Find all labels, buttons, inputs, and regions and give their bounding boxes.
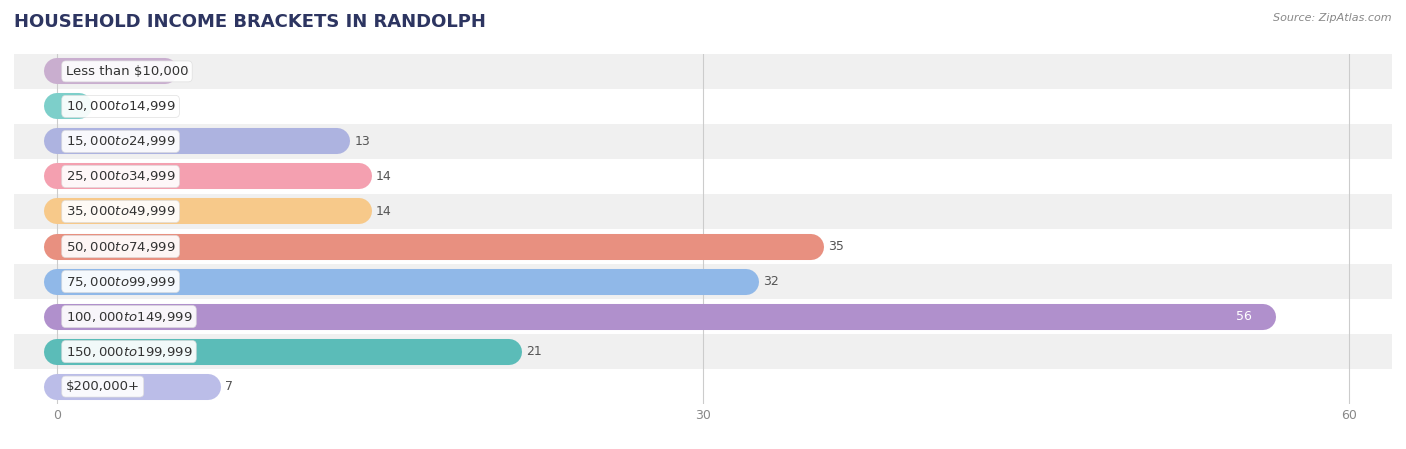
Text: $35,000 to $49,999: $35,000 to $49,999 bbox=[66, 204, 176, 219]
Text: Less than $10,000: Less than $10,000 bbox=[66, 65, 188, 78]
Bar bbox=[14, 229, 1392, 264]
Text: 35: 35 bbox=[828, 240, 844, 253]
Text: 1: 1 bbox=[96, 100, 104, 113]
Text: 5: 5 bbox=[181, 65, 190, 78]
Text: 13: 13 bbox=[354, 135, 370, 148]
Text: 7: 7 bbox=[225, 380, 233, 393]
Bar bbox=[58, 306, 1263, 327]
Bar bbox=[14, 89, 1392, 124]
Bar bbox=[58, 131, 337, 152]
Bar bbox=[14, 299, 1392, 334]
Bar bbox=[58, 341, 509, 362]
Text: $75,000 to $99,999: $75,000 to $99,999 bbox=[66, 274, 176, 289]
Bar bbox=[14, 369, 1392, 404]
Bar bbox=[14, 194, 1392, 229]
Bar bbox=[58, 271, 747, 292]
Bar bbox=[14, 124, 1392, 159]
Text: $10,000 to $14,999: $10,000 to $14,999 bbox=[66, 99, 176, 114]
Text: 14: 14 bbox=[375, 170, 391, 183]
Text: 32: 32 bbox=[763, 275, 779, 288]
Text: $200,000+: $200,000+ bbox=[66, 380, 139, 393]
Text: 14: 14 bbox=[375, 205, 391, 218]
Bar bbox=[14, 264, 1392, 299]
Bar bbox=[58, 96, 79, 117]
Bar bbox=[14, 334, 1392, 369]
Bar bbox=[14, 54, 1392, 89]
Text: $150,000 to $199,999: $150,000 to $199,999 bbox=[66, 344, 193, 359]
Text: 21: 21 bbox=[526, 345, 543, 358]
Bar bbox=[58, 201, 359, 222]
Text: $50,000 to $74,999: $50,000 to $74,999 bbox=[66, 239, 176, 254]
Text: 56: 56 bbox=[1236, 310, 1251, 323]
Bar bbox=[58, 61, 165, 82]
Text: Source: ZipAtlas.com: Source: ZipAtlas.com bbox=[1274, 13, 1392, 23]
Text: $100,000 to $149,999: $100,000 to $149,999 bbox=[66, 309, 193, 324]
Text: HOUSEHOLD INCOME BRACKETS IN RANDOLPH: HOUSEHOLD INCOME BRACKETS IN RANDOLPH bbox=[14, 13, 486, 31]
Bar bbox=[58, 376, 208, 397]
Text: $15,000 to $24,999: $15,000 to $24,999 bbox=[66, 134, 176, 149]
Text: $25,000 to $34,999: $25,000 to $34,999 bbox=[66, 169, 176, 184]
Bar bbox=[14, 159, 1392, 194]
Bar bbox=[58, 166, 359, 187]
Bar bbox=[58, 236, 811, 257]
